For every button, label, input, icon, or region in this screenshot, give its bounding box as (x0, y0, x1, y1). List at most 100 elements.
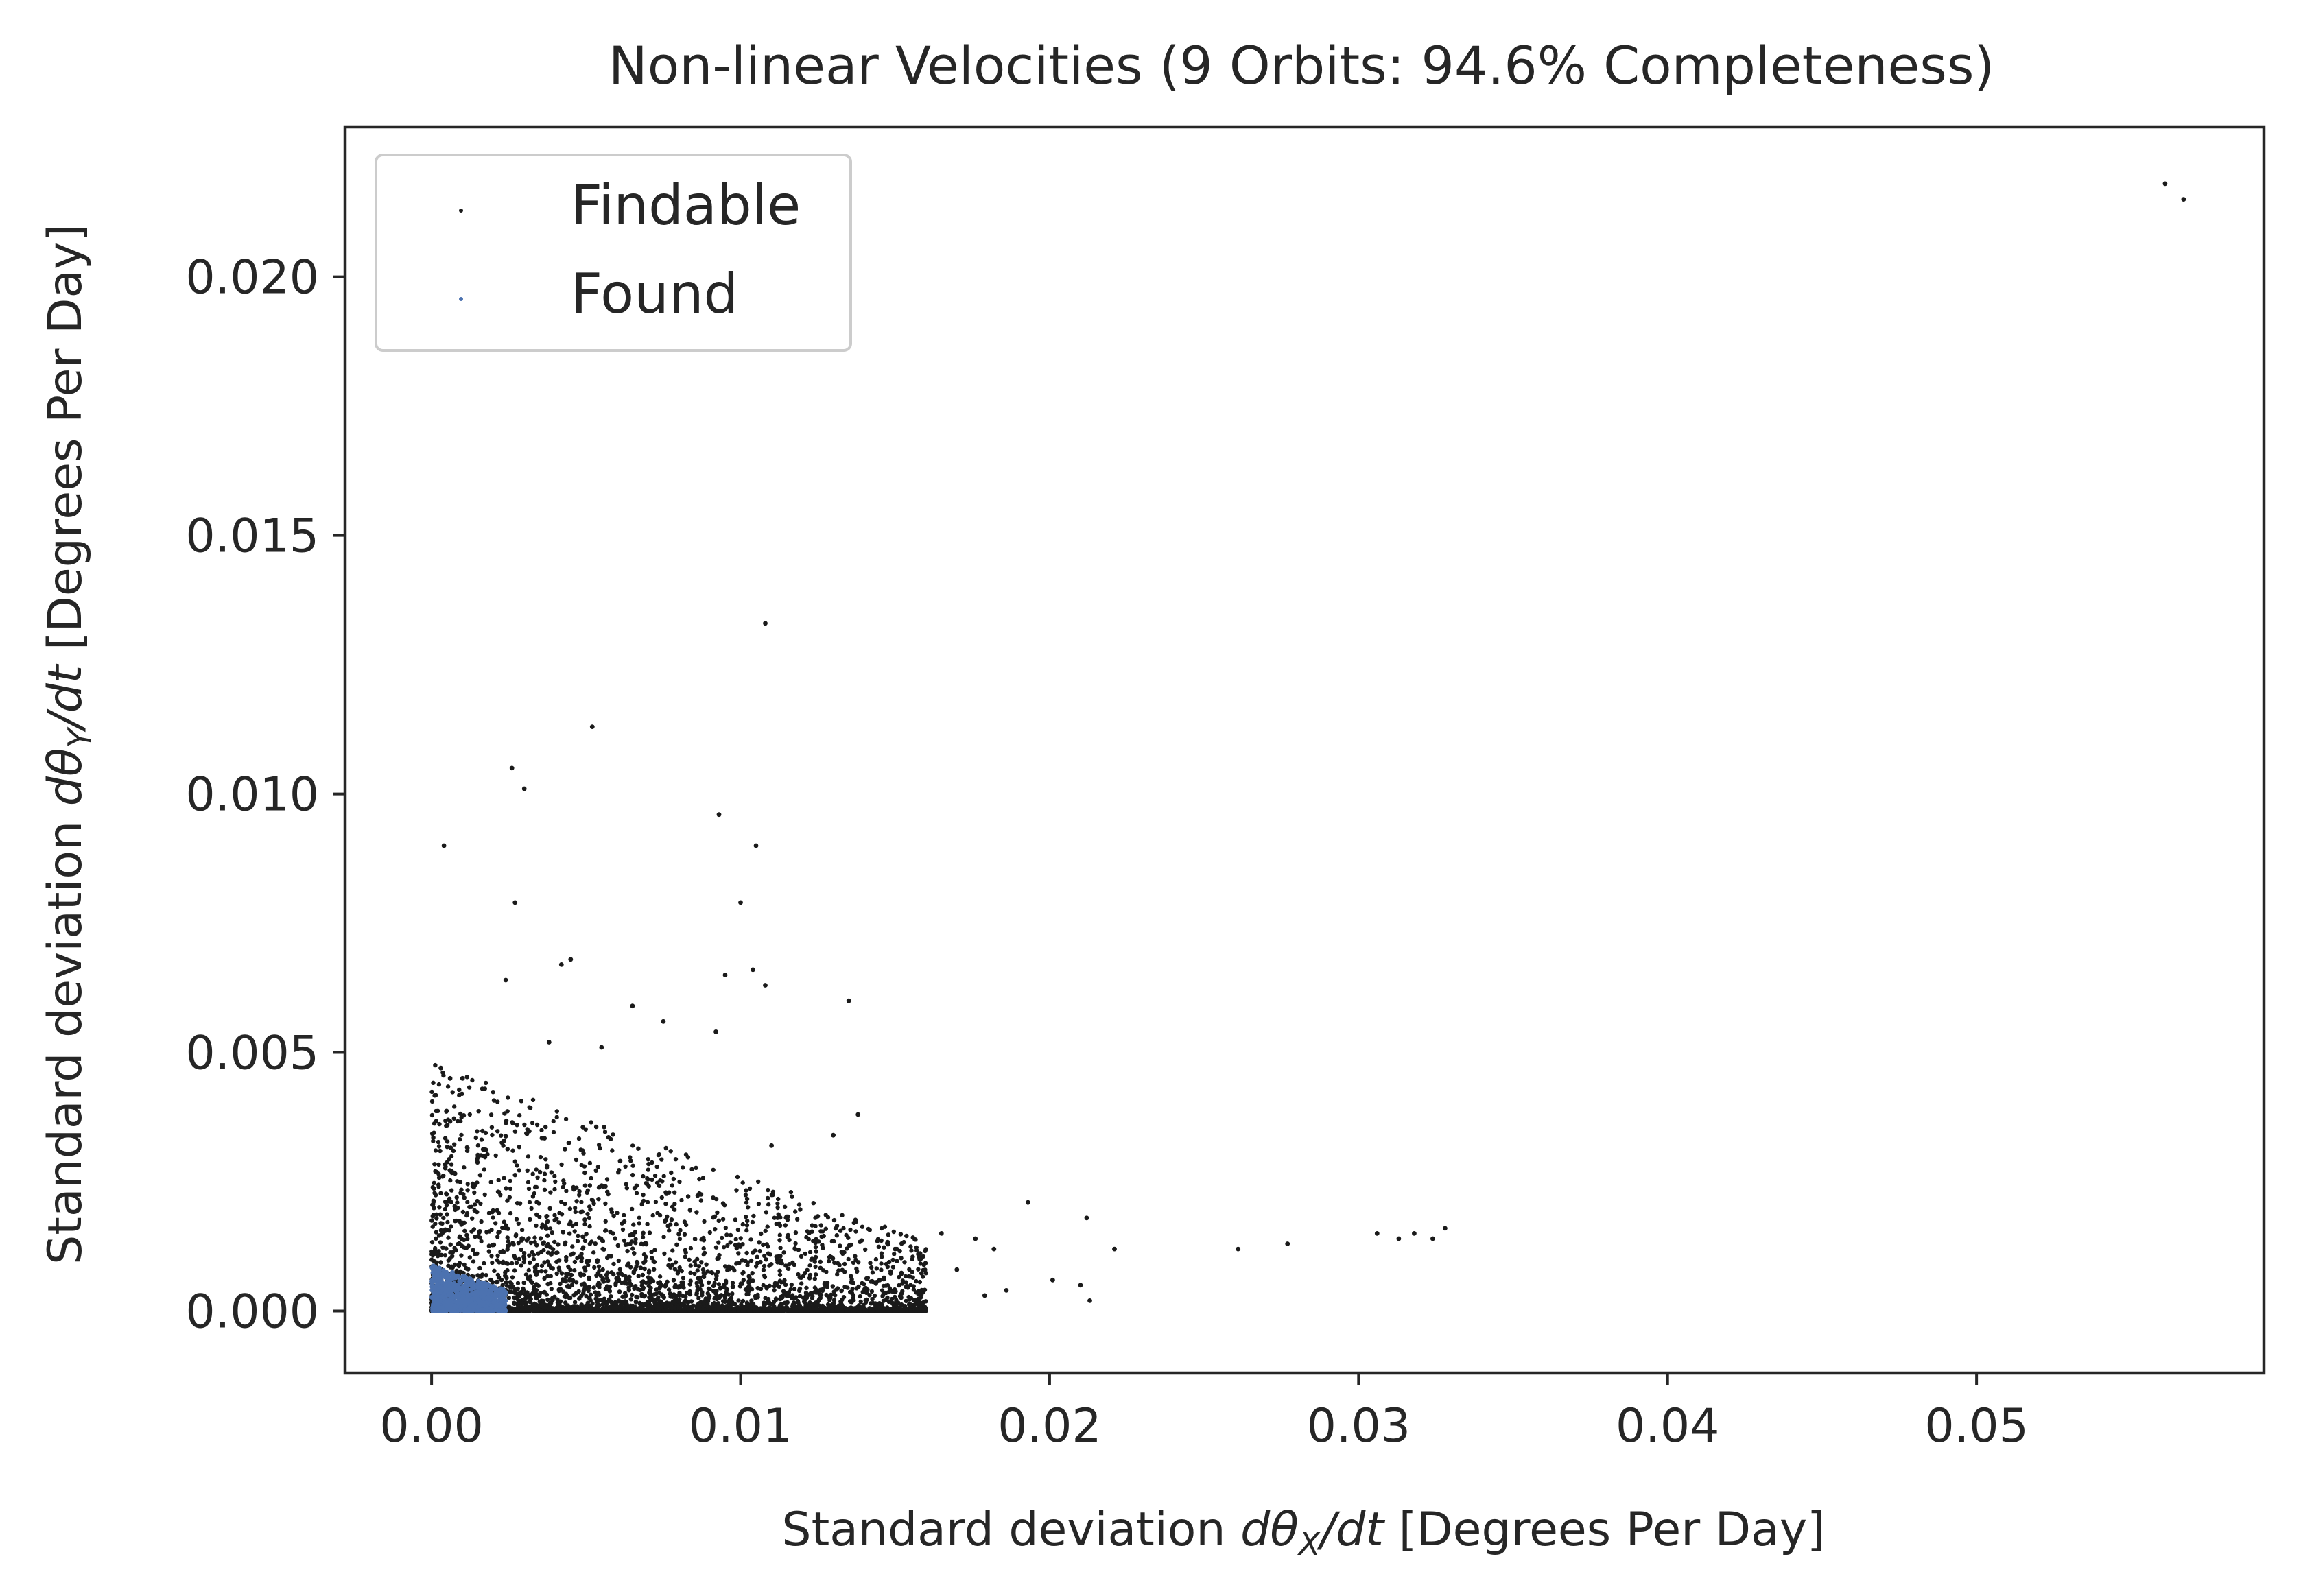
findable-point (542, 1187, 547, 1193)
findable-point (831, 1239, 836, 1244)
findable-point (787, 1262, 792, 1267)
findable-point (508, 1178, 512, 1184)
findable-point (617, 1299, 622, 1304)
findable-point (572, 1268, 577, 1273)
findable-point (639, 1202, 644, 1207)
findable-point (582, 1183, 588, 1188)
findable-point (534, 1263, 540, 1267)
findable-point (807, 1250, 813, 1255)
findable-point (880, 1254, 884, 1259)
findable-point (490, 1132, 495, 1138)
findable-point (779, 1261, 785, 1266)
findable-point (911, 1287, 917, 1292)
findable-point (564, 1258, 569, 1263)
findable-point (585, 1300, 590, 1305)
findable-point (475, 1160, 480, 1165)
findable-point (670, 1262, 675, 1267)
findable-point (496, 1178, 501, 1182)
findable-point (850, 1287, 855, 1291)
findable-point (711, 1167, 716, 1173)
findable-point (753, 843, 759, 848)
findable-point (681, 1281, 686, 1285)
findable-point (547, 1206, 552, 1211)
findable-point (510, 1148, 515, 1153)
findable-point (873, 1256, 879, 1262)
findable-point (666, 1287, 672, 1292)
findable-point (784, 1291, 790, 1296)
findable-point (849, 1274, 853, 1279)
found-point (468, 1287, 473, 1292)
findable-point (432, 1180, 436, 1186)
findable-point (807, 1263, 812, 1268)
findable-point (495, 1235, 500, 1239)
findable-point (775, 1215, 780, 1220)
findable-point (830, 1256, 836, 1261)
findable-point (657, 1213, 663, 1218)
findable-point (471, 1259, 476, 1264)
findable-point (1050, 1277, 1055, 1283)
findable-point (652, 1174, 658, 1178)
findable-point (602, 1130, 608, 1134)
findable-point (429, 1249, 434, 1254)
findable-point (744, 1250, 749, 1256)
findable-point (532, 1235, 537, 1240)
findable-point (663, 1304, 668, 1309)
findable-point (587, 1183, 592, 1188)
findable-point (694, 1292, 699, 1297)
found-point (498, 1286, 503, 1291)
findable-point (431, 1200, 436, 1204)
findable-point (700, 1267, 706, 1272)
findable-point (482, 1167, 486, 1172)
findable-point (913, 1237, 918, 1242)
findable-point (447, 1119, 453, 1124)
findable-point (600, 1246, 605, 1252)
findable-point (466, 1243, 471, 1248)
findable-point (701, 1252, 706, 1257)
findable-point (445, 1139, 450, 1144)
findable-point (451, 1148, 456, 1154)
findable-point (914, 1245, 919, 1250)
findable-point (2181, 197, 2186, 202)
findable-point (594, 1296, 599, 1300)
findable-point (676, 1299, 681, 1304)
findable-point (813, 1245, 818, 1250)
findable-point (472, 1252, 477, 1256)
findable-point (467, 1112, 472, 1117)
findable-point (699, 1283, 705, 1288)
findable-point (572, 1259, 578, 1265)
findable-point (720, 1201, 726, 1206)
findable-point (880, 1302, 884, 1307)
findable-point (676, 1232, 681, 1237)
findable-point (542, 1178, 547, 1183)
findable-point (433, 1246, 438, 1251)
findable-point (522, 1122, 527, 1128)
findable-point (566, 1264, 571, 1270)
findable-point (847, 1306, 851, 1311)
findable-point (750, 1271, 755, 1276)
findable-point (597, 1184, 602, 1190)
findable-point (576, 1233, 580, 1239)
findable-point (592, 1265, 597, 1270)
findable-point (536, 1303, 541, 1308)
findable-point (445, 1219, 450, 1225)
findable-point (914, 1278, 919, 1284)
findable-point (582, 1222, 587, 1227)
findable-point (643, 1259, 648, 1263)
findable-point (859, 1238, 864, 1243)
findable-point (672, 1292, 676, 1297)
findable-point (1285, 1241, 1290, 1246)
findable-point (552, 1239, 557, 1245)
findable-point (719, 1293, 724, 1298)
findable-point (641, 1230, 646, 1235)
findable-point (591, 1250, 596, 1255)
findable-point (616, 1276, 621, 1282)
findable-point (716, 1218, 722, 1224)
findable-point (641, 1252, 647, 1257)
findable-point (793, 1309, 798, 1313)
findable-point (543, 1124, 548, 1130)
findable-point (512, 1254, 517, 1259)
findable-point (863, 1247, 868, 1252)
findable-point (442, 1228, 447, 1233)
findable-point (789, 1282, 794, 1287)
findable-point (657, 1183, 662, 1189)
